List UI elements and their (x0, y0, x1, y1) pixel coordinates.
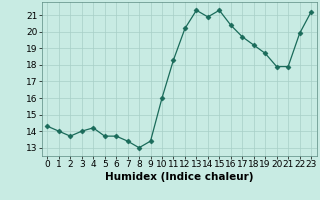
X-axis label: Humidex (Indice chaleur): Humidex (Indice chaleur) (105, 172, 253, 182)
